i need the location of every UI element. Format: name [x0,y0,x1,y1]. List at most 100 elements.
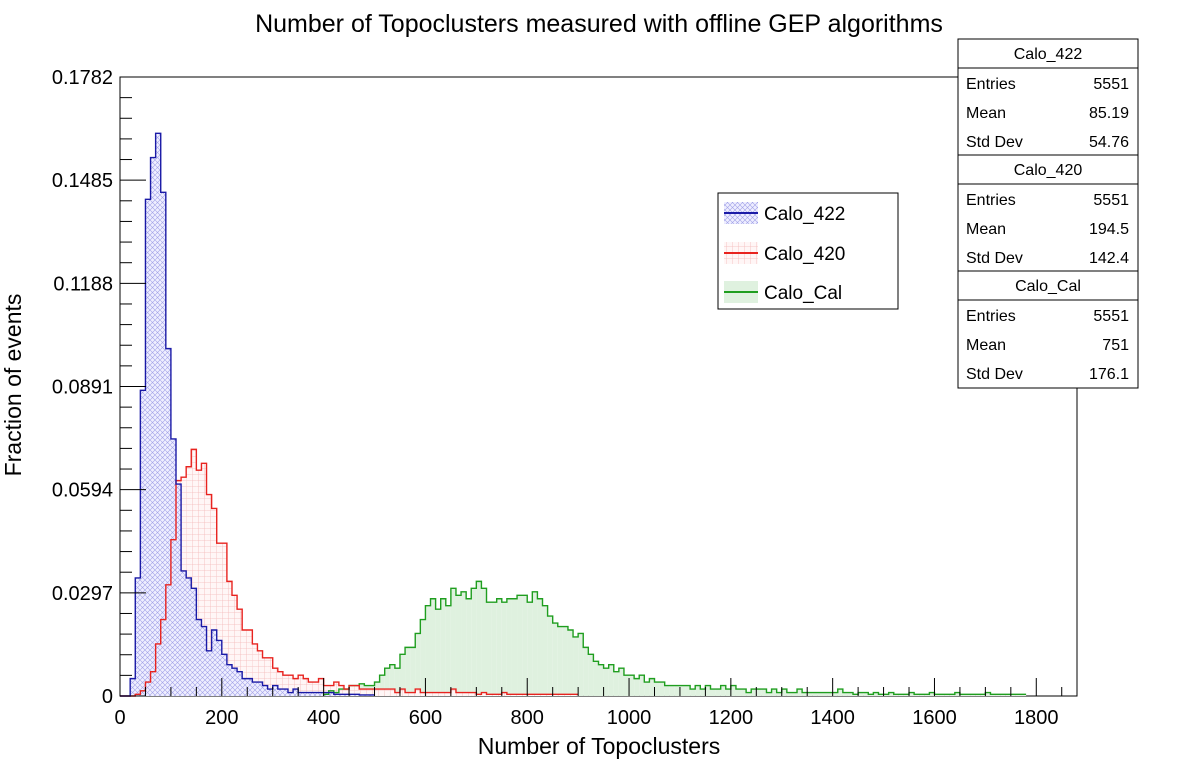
histogram-bin [547,616,553,696]
series-calo-cal [323,581,1027,696]
histogram-bin [440,692,446,696]
histogram-bin [293,678,299,696]
histogram-bin [761,689,767,696]
stats-title: Calo_422 [1014,46,1083,63]
histogram-bin [405,647,411,696]
histogram-bin [486,602,492,696]
x-tick-label: 600 [409,707,442,729]
histogram-bin [410,647,416,696]
histogram-bin [430,598,436,696]
histogram-bin [384,668,390,696]
x-tick-label: 1800 [1014,707,1059,729]
histogram-bin [155,133,161,697]
stats-label: Entries [966,192,1016,209]
histogram-bin [791,692,798,696]
histogram-bin [720,685,726,696]
histogram-bin [898,694,904,696]
histogram-bin [440,598,446,696]
histogram-bin [878,694,884,696]
histogram-bin [797,689,803,696]
stats-label: Entries [966,308,1016,325]
legend-entry-calo-420: Calo_420 [724,242,845,265]
histogram-bin [1021,694,1027,696]
histogram-bin [634,678,640,696]
histogram-bin [303,692,309,696]
histogram-bin [201,463,207,696]
histogram-bin [679,685,686,696]
histogram-bin [970,694,976,696]
histogram-bin [272,668,278,696]
histogram-bin [690,689,696,696]
histogram-bin [293,689,299,696]
histogram-bin [384,689,390,696]
histogram-bin [593,661,599,696]
histogram-bin [517,694,523,696]
histogram-bin [786,692,792,696]
histogram-bin [781,689,787,696]
histogram-bin [262,657,268,696]
histogram-bin [308,692,314,696]
stats-value: 176.1 [1089,366,1129,383]
histogram-bin [954,692,960,696]
stats-value: 5551 [1093,308,1129,325]
histogram-bin [659,682,665,696]
histogram-bin [445,605,451,696]
histogram-bin [853,694,859,696]
x-tick-label: 1400 [810,707,855,729]
histogram-bin [588,654,594,696]
x-tick-label: 800 [511,707,544,729]
histogram-bin [481,692,487,696]
histogram-bin [430,692,436,696]
histogram-bin [242,630,248,696]
y-tick-label: 0.1188 [53,273,113,295]
histogram-bin [517,595,523,696]
histogram-bin [374,689,380,696]
histogram-bin [1010,694,1016,696]
histogram-bin [196,619,202,696]
series-outline-calo-420 [120,448,579,697]
stats-label: Mean [966,221,1006,238]
histogram-bin [196,470,202,696]
histogram-bin [837,689,843,696]
histogram-bin [333,694,339,696]
histogram-bin [308,682,314,696]
histogram-bin [496,598,502,696]
histogram-bin [623,675,630,696]
y-tick-label: 0.0297 [52,583,113,605]
histogram-bin [527,694,533,696]
y-tick-label: 0.1485 [52,170,113,192]
histogram-bin [629,675,635,696]
histogram-bin [359,689,365,696]
histogram-bin [272,685,278,696]
stats-value: 54.76 [1089,134,1129,151]
histogram-bin [150,157,156,696]
histogram-bin [664,685,670,696]
histogram-bin [598,664,604,696]
histogram-bin [832,692,838,696]
y-tick-label: 0.0594 [52,480,113,502]
histogram-bin [511,694,518,696]
histogram-bin [221,654,227,696]
histogram-bin [959,694,966,696]
histogram-bin [542,694,548,696]
histogram-bin [491,602,497,696]
histogram-bin [216,640,222,696]
histogram-bin [949,694,955,696]
stats-value: 5551 [1093,76,1129,93]
histogram-bin [827,692,833,696]
histogram-bin [415,633,421,696]
histogram-bin [807,692,813,696]
histogram-bin [567,694,574,696]
histogram-bin [242,678,248,696]
histogram-bin [735,689,742,696]
histogram-bin [130,678,136,696]
histogram-bin [389,689,395,696]
histogram-bin [883,694,889,696]
y-tick-label: 0.0891 [52,377,113,399]
histogram-bin [766,692,772,696]
histogram-bin [211,630,217,696]
histogram-bin [919,694,925,696]
histogram-bin [191,449,197,696]
histogram-bin [455,595,462,696]
